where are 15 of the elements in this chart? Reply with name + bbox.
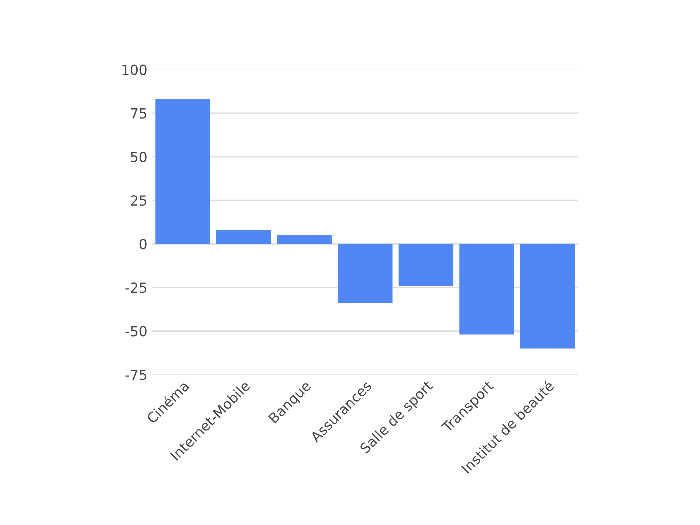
y-tick-label: 100 <box>122 64 147 76</box>
bar <box>460 244 514 335</box>
bar <box>277 235 332 244</box>
y-tick-label: -25 <box>126 282 147 294</box>
y-tick-label: -50 <box>126 326 147 337</box>
y-tick-label: 75 <box>131 108 147 119</box>
bar <box>338 244 393 304</box>
y-tick-label: -75 <box>126 370 147 380</box>
bar <box>520 244 576 349</box>
y-tick-label: 50 <box>131 152 147 162</box>
bar <box>398 244 454 286</box>
y-tick-label: 0 <box>140 239 147 250</box>
y-tick-label: 25 <box>131 196 147 206</box>
bar <box>156 99 210 244</box>
bar <box>216 230 272 244</box>
